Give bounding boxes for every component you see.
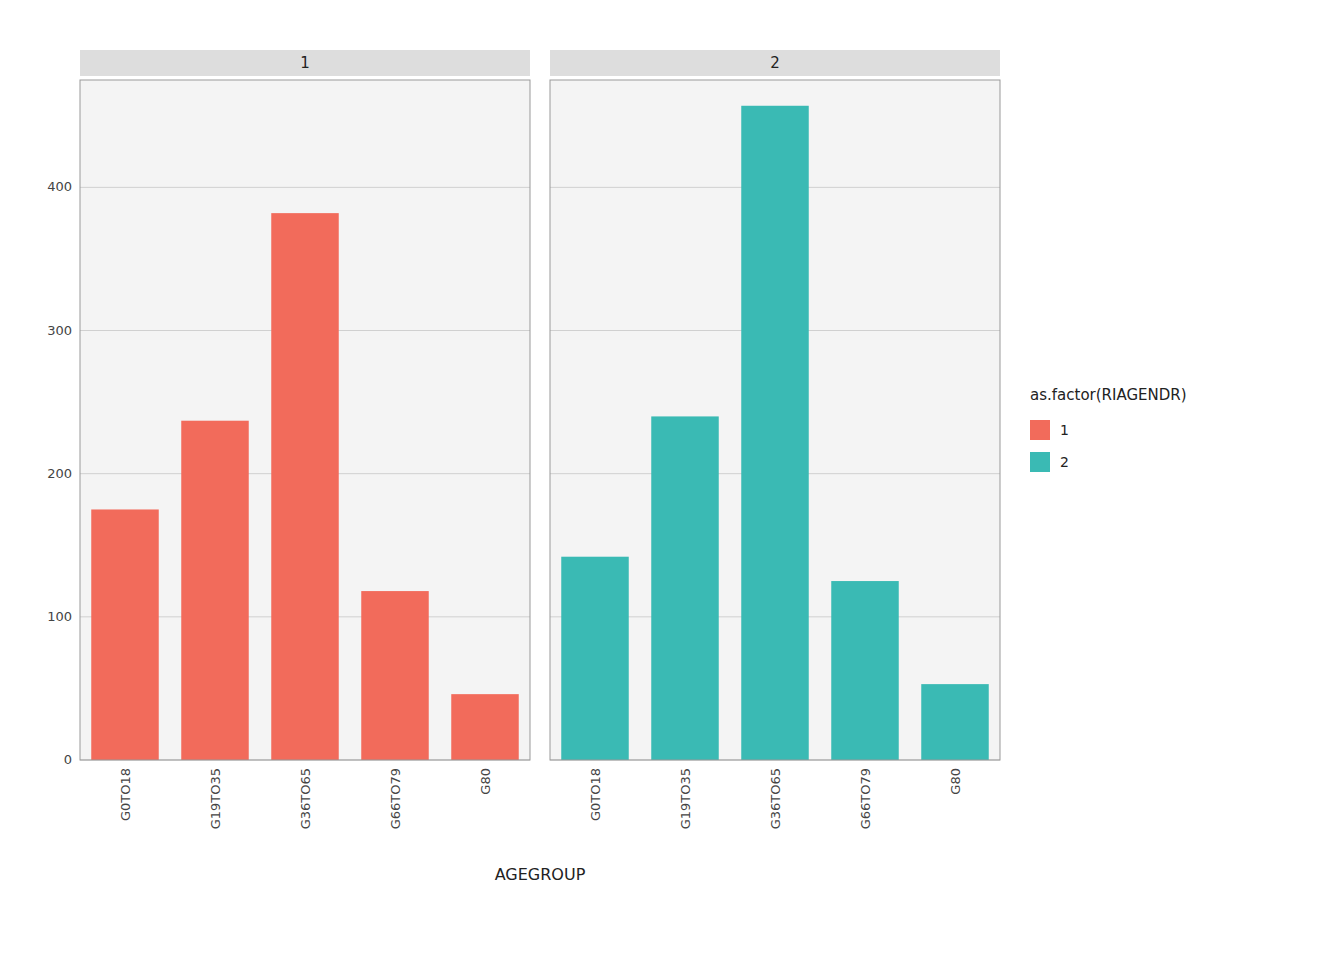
plot-frame <box>550 80 1000 760</box>
panel-title: 2 <box>770 54 780 72</box>
y-tick-label: 400 <box>47 179 72 194</box>
panel: 1 0 100 200 300 400 G0TO18 G19TO35 G36TO65 G66TO7… <box>47 50 530 829</box>
x-tick-label: G19TO35 <box>678 768 693 829</box>
plot-frame <box>80 80 530 760</box>
bar <box>91 509 159 760</box>
legend-title: as.factor(RIAGENDR) <box>1030 386 1187 404</box>
bar <box>361 591 429 760</box>
legend-label: 1 <box>1060 422 1069 438</box>
chart-root: 1 0 100 200 300 400 G0TO18 G19TO35 G36TO65 G66TO7… <box>0 0 1344 960</box>
strip <box>550 50 1000 76</box>
legend-label: 2 <box>1060 454 1069 470</box>
x-tick-label: G80 <box>948 768 963 795</box>
panel: 2 G0TO18 G19TO35 G36TO65 G66TO79 G80 <box>550 50 1000 829</box>
legend-swatch <box>1030 452 1050 472</box>
strip <box>80 50 530 76</box>
y-tick-label: 100 <box>47 609 72 624</box>
x-tick-label: G0TO18 <box>118 768 133 821</box>
legend: as.factor(RIAGENDR) 1 2 <box>1030 386 1187 472</box>
bar <box>651 416 719 760</box>
x-tick-label: G36TO65 <box>768 768 783 829</box>
bar <box>921 684 989 760</box>
bar <box>831 581 899 760</box>
x-tick-label: G19TO35 <box>208 768 223 829</box>
x-tick-label: G66TO79 <box>858 768 873 829</box>
bar <box>271 213 339 760</box>
bar <box>741 106 809 760</box>
x-tick-label: G0TO18 <box>588 768 603 821</box>
y-tick-label: 0 <box>64 752 72 767</box>
bars <box>561 106 989 760</box>
bar <box>451 694 519 760</box>
bar <box>181 421 249 760</box>
y-tick-label: 200 <box>47 466 72 481</box>
panel-title: 1 <box>300 54 310 72</box>
x-axis-label: AGEGROUP <box>495 865 586 884</box>
y-tick-label: 300 <box>47 323 72 338</box>
x-tick-label: G36TO65 <box>298 768 313 829</box>
bar <box>561 557 629 760</box>
plot-background <box>80 80 530 760</box>
x-tick-label: G80 <box>478 768 493 795</box>
x-tick-label: G66TO79 <box>388 768 403 829</box>
grid-line <box>80 187 530 188</box>
plot-background <box>550 80 1000 760</box>
legend-swatch <box>1030 420 1050 440</box>
bars <box>91 213 519 760</box>
